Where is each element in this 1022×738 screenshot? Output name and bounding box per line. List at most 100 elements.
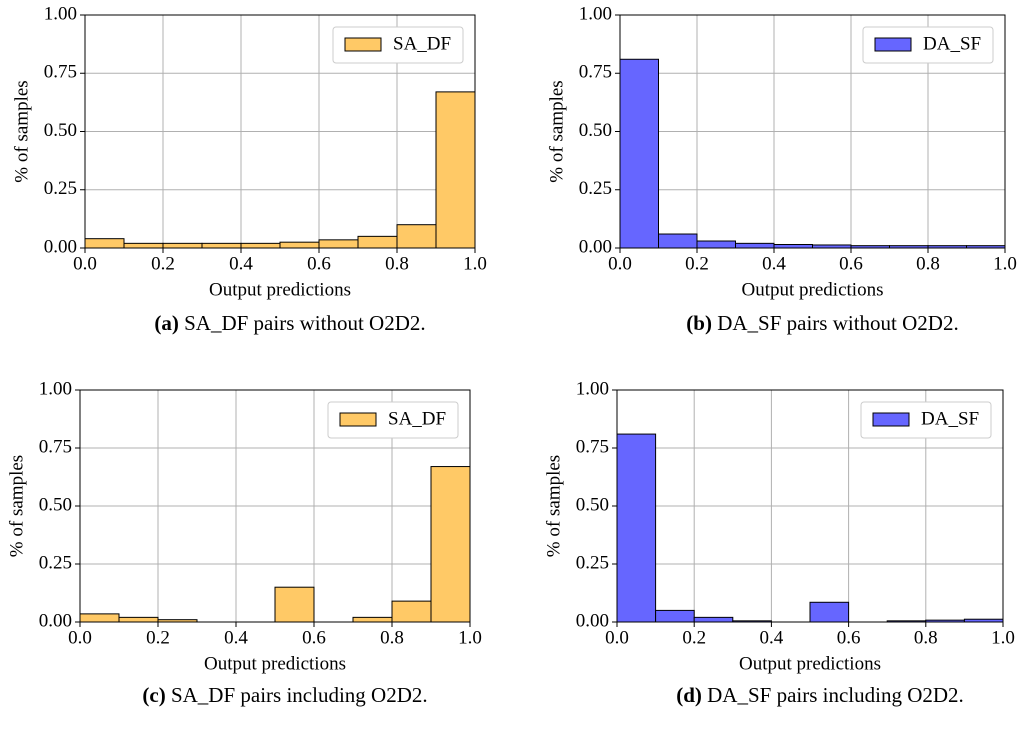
caption-text: SA_DF pairs including O2D2. bbox=[171, 683, 428, 707]
caption-label: (a) bbox=[154, 311, 179, 335]
y-tick-label: 0.75 bbox=[44, 62, 77, 83]
bar bbox=[655, 609, 695, 623]
caption: (c) SA_DF pairs including O2D2. bbox=[142, 683, 427, 707]
legend-label: SA_DF bbox=[388, 408, 446, 429]
y-tick-label: 0.00 bbox=[44, 236, 77, 257]
subplot: 0.0 0.2 0.4 0.6 0.8 1.0 0.00 0.25 0.50 0.75 1.00 Ou… bbox=[6, 378, 482, 706]
legend-label: SA_DF bbox=[393, 33, 451, 54]
x-tick-label: 0.0 bbox=[68, 627, 92, 648]
caption-text: DA_SF pairs including O2D2. bbox=[707, 683, 964, 707]
y-tick-label: 1.00 bbox=[44, 3, 77, 24]
legend-frame bbox=[332, 26, 464, 64]
y-tick-label: 0.00 bbox=[576, 610, 609, 631]
legend-frame bbox=[862, 26, 994, 64]
x-tick-label: 0.8 bbox=[385, 253, 409, 274]
bar bbox=[391, 600, 432, 623]
x-tick-label: 0.4 bbox=[762, 253, 786, 274]
bar bbox=[357, 235, 398, 249]
legend-swatch bbox=[339, 412, 377, 427]
x-tick-label: 0.6 bbox=[839, 253, 863, 274]
x-tick-label: 0.4 bbox=[229, 253, 253, 274]
caption-label: (b) bbox=[686, 311, 712, 335]
bar bbox=[430, 466, 471, 623]
bar bbox=[693, 616, 734, 623]
plot-frame bbox=[616, 389, 1004, 623]
legend-swatch bbox=[872, 412, 910, 427]
caption-text: DA_SF pairs without O2D2. bbox=[717, 311, 959, 335]
bar bbox=[201, 242, 242, 249]
legend-frame bbox=[860, 401, 992, 439]
legend-frame bbox=[327, 401, 459, 439]
y-tick-label: 0.75 bbox=[576, 436, 609, 457]
x-axis-label: Output predictions bbox=[739, 653, 881, 674]
y-axis-label: % of samples bbox=[6, 455, 27, 557]
y-tick-label: 0.75 bbox=[39, 436, 72, 457]
bar bbox=[658, 233, 698, 249]
bar bbox=[79, 613, 120, 623]
x-tick-label: 0.0 bbox=[605, 627, 629, 648]
caption: (d) DA_SF pairs including O2D2. bbox=[676, 683, 964, 707]
caption: (a) SA_DF pairs without O2D2. bbox=[154, 311, 425, 335]
legend: SA_DF bbox=[327, 401, 459, 439]
bar bbox=[773, 244, 813, 249]
legend-label: DA_SF bbox=[921, 408, 979, 429]
y-tick-label: 0.50 bbox=[39, 494, 72, 515]
y-tick-label: 0.50 bbox=[44, 120, 77, 141]
y-tick-label: 0.25 bbox=[39, 552, 72, 573]
y-axis-label: % of samples bbox=[11, 80, 32, 182]
y-axis-label: % of samples bbox=[543, 455, 564, 557]
subplot: 0.0 0.2 0.4 0.6 0.8 1.0 0.00 0.25 0.50 0.75 1.00 Ou… bbox=[546, 3, 1017, 334]
x-tick-label: 0.8 bbox=[914, 627, 938, 648]
legend: DA_SF bbox=[862, 26, 994, 64]
subplot: 0.0 0.2 0.4 0.6 0.8 1.0 0.00 0.25 0.50 0.75 1.00 Ou… bbox=[543, 378, 1015, 706]
y-tick-label: 0.75 bbox=[579, 62, 612, 83]
plot-frame bbox=[619, 14, 1006, 249]
bar bbox=[318, 239, 359, 249]
bar bbox=[352, 616, 393, 623]
legend: SA_DF bbox=[332, 26, 464, 64]
plot-frame bbox=[79, 389, 471, 623]
bar bbox=[279, 241, 320, 249]
legend-swatch bbox=[874, 37, 912, 52]
x-tick-label: 0.2 bbox=[685, 253, 709, 274]
x-tick-label: 0.6 bbox=[302, 627, 326, 648]
bar bbox=[396, 224, 437, 249]
y-tick-label: 0.25 bbox=[44, 178, 77, 199]
x-axis-label: Output predictions bbox=[209, 279, 351, 300]
x-tick-label: 0.0 bbox=[608, 253, 632, 274]
plot-frame bbox=[84, 14, 476, 249]
bar bbox=[162, 242, 203, 249]
bar bbox=[735, 242, 775, 249]
x-tick-label: 1.0 bbox=[458, 627, 482, 648]
x-tick-label: 0.0 bbox=[73, 253, 97, 274]
bar bbox=[118, 616, 159, 623]
x-tick-label: 1.0 bbox=[993, 253, 1017, 274]
legend: DA_SF bbox=[860, 401, 992, 439]
bar bbox=[274, 586, 315, 623]
y-tick-label: 0.00 bbox=[579, 236, 612, 257]
caption-label: (c) bbox=[142, 683, 165, 707]
x-axis-label: Output predictions bbox=[204, 653, 346, 674]
caption: (b) DA_SF pairs without O2D2. bbox=[686, 311, 958, 335]
x-tick-label: 0.8 bbox=[380, 627, 404, 648]
subplot: 0.0 0.2 0.4 0.6 0.8 1.0 0.00 0.25 0.50 0.75 1.00 Ou… bbox=[11, 3, 487, 334]
x-tick-label: 0.8 bbox=[916, 253, 940, 274]
bar bbox=[435, 91, 476, 249]
legend-swatch bbox=[344, 37, 382, 52]
y-tick-label: 0.25 bbox=[579, 178, 612, 199]
x-tick-label: 0.2 bbox=[151, 253, 175, 274]
y-tick-label: 0.50 bbox=[576, 494, 609, 515]
x-tick-label: 1.0 bbox=[463, 253, 487, 274]
x-tick-label: 0.2 bbox=[682, 627, 706, 648]
y-tick-label: 0.00 bbox=[39, 610, 72, 631]
x-tick-label: 0.4 bbox=[224, 627, 248, 648]
caption-label: (d) bbox=[676, 683, 702, 707]
y-tick-label: 1.00 bbox=[579, 3, 612, 24]
legend-label: DA_SF bbox=[923, 33, 981, 54]
bar bbox=[809, 601, 850, 623]
y-tick-label: 1.00 bbox=[576, 378, 609, 399]
x-tick-label: 0.6 bbox=[837, 627, 861, 648]
x-tick-label: 1.0 bbox=[991, 627, 1015, 648]
bar bbox=[616, 433, 657, 623]
